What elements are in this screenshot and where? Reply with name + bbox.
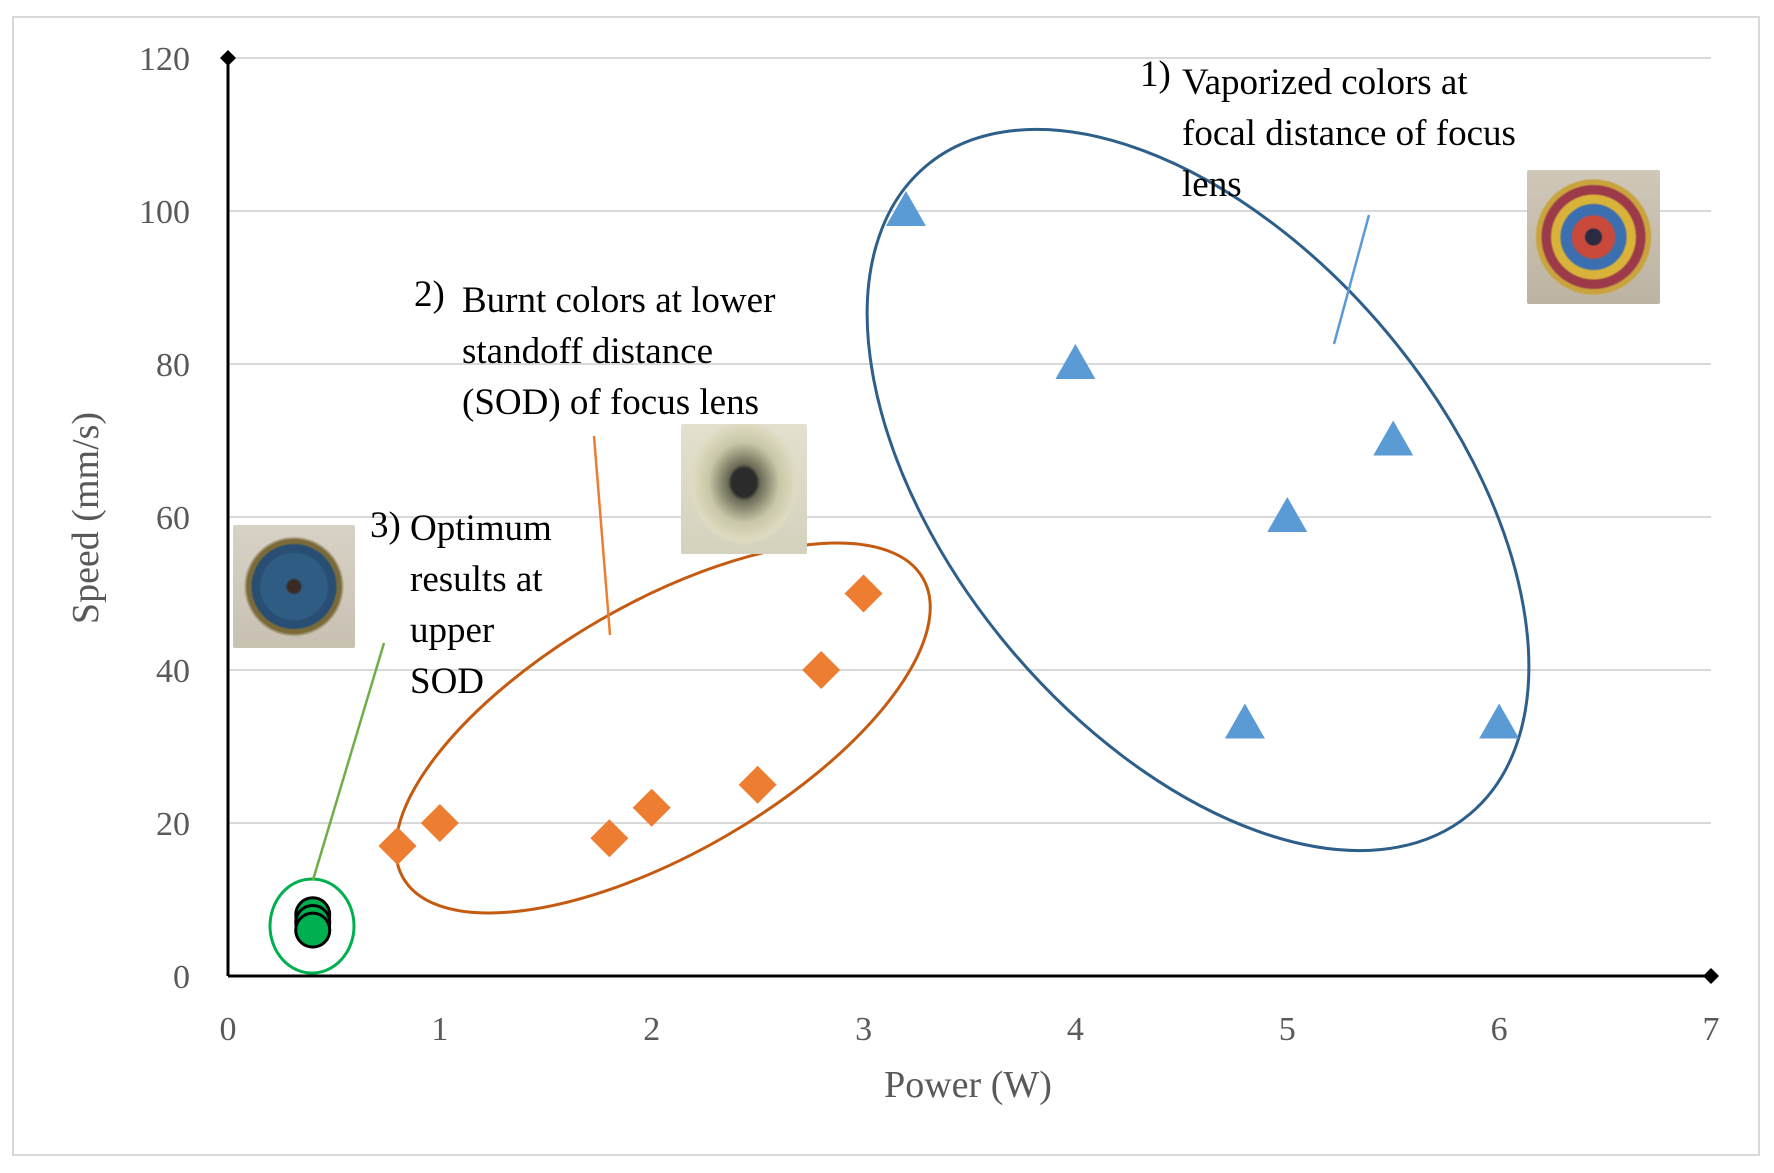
y-tick-100: 100 (139, 194, 190, 231)
point-vaporized-4 (1224, 703, 1265, 739)
point-burnt-0 (378, 826, 417, 865)
annotation-vaporized-line-1: focal distance of focus (1182, 113, 1516, 154)
leader-vaporized (1332, 214, 1371, 345)
x-tick-1: 1 (431, 1011, 448, 1048)
point-burnt-3 (632, 788, 671, 827)
annotation-vaporized-line-0: Vaporized colors at (1182, 62, 1468, 103)
y-tick-60: 60 (156, 500, 190, 537)
point-burnt-2 (590, 819, 629, 858)
chart-frame (12, 16, 1760, 1156)
y-axis-title: Speed (mm/s) (65, 412, 107, 624)
x-tick-labels: 0 1 2 3 4 5 6 7 (220, 1011, 1720, 1048)
annotation-burnt: 2) Burnt colors at lower standoff distance… (414, 274, 775, 423)
sample-photo-optimum (233, 525, 355, 648)
point-vaporized-1 (1055, 344, 1096, 379)
annotation-vaporized: 1) Vaporized colors at focal distance of f… (1140, 54, 1516, 205)
annotations: 1) Vaporized colors at focal distance of f… (370, 54, 1516, 702)
leader-burnt (592, 435, 612, 636)
point-vaporized-3 (1267, 497, 1308, 532)
x-tick-5: 5 (1279, 1011, 1296, 1048)
y-tick-20: 20 (156, 806, 190, 843)
annotation-optimum-line-2: upper (410, 610, 494, 651)
x-axis-title: Power (W) (884, 1064, 1052, 1106)
x-tick-3: 3 (855, 1011, 872, 1048)
y-tick-0: 0 (173, 959, 190, 996)
annotation-burnt-number: 2) (414, 274, 445, 315)
sample-photo-vaporized (1527, 170, 1660, 304)
leader-optimum (311, 642, 386, 881)
axes (220, 50, 1719, 984)
point-burnt-6 (844, 574, 883, 613)
annotation-vaporized-number: 1) (1140, 54, 1171, 95)
data-points (294, 191, 1520, 949)
grid-lines (228, 57, 1711, 824)
point-vaporized-2 (1373, 420, 1414, 456)
ellipse-burnt (394, 541, 932, 915)
point-burnt-5 (802, 651, 841, 689)
x-axis-end-marker (1703, 968, 1719, 984)
group-ellipses (268, 127, 1531, 975)
annotation-optimum-line-0: Optimum (410, 508, 552, 549)
annotation-optimum-number: 3) (370, 505, 401, 546)
leader-lines (311, 214, 1371, 881)
x-tick-6: 6 (1491, 1011, 1508, 1048)
y-axis-end-marker (220, 50, 236, 66)
y-tick-80: 80 (156, 347, 190, 384)
point-burnt-1 (420, 804, 459, 842)
x-tick-0: 0 (220, 1011, 237, 1048)
x-tick-2: 2 (643, 1011, 660, 1048)
annotation-vaporized-line-2: lens (1182, 164, 1242, 205)
sample-photo-burnt (681, 424, 807, 554)
annotation-optimum: 3) Optimum results at upper SOD (370, 505, 552, 702)
annotation-optimum-line-1: results at (410, 559, 543, 600)
annotation-burnt-line-1: standoff distance (462, 331, 713, 372)
x-tick-4: 4 (1067, 1011, 1084, 1048)
point-vaporized-0 (885, 191, 926, 226)
point-optimum-2 (294, 911, 332, 949)
y-tick-40: 40 (156, 653, 190, 690)
annotation-optimum-line-3: SOD (410, 661, 484, 702)
x-tick-7: 7 (1703, 1011, 1720, 1048)
ellipse-vaporized (865, 127, 1531, 853)
annotation-burnt-line-2: (SOD) of focus lens (462, 382, 759, 423)
y-tick-120: 120 (139, 41, 190, 78)
annotation-burnt-line-0: Burnt colors at lower (462, 280, 775, 321)
point-vaporized-5 (1479, 703, 1520, 739)
y-tick-labels: 0 20 40 60 80 100 120 (139, 41, 190, 996)
point-burnt-4 (738, 765, 777, 804)
